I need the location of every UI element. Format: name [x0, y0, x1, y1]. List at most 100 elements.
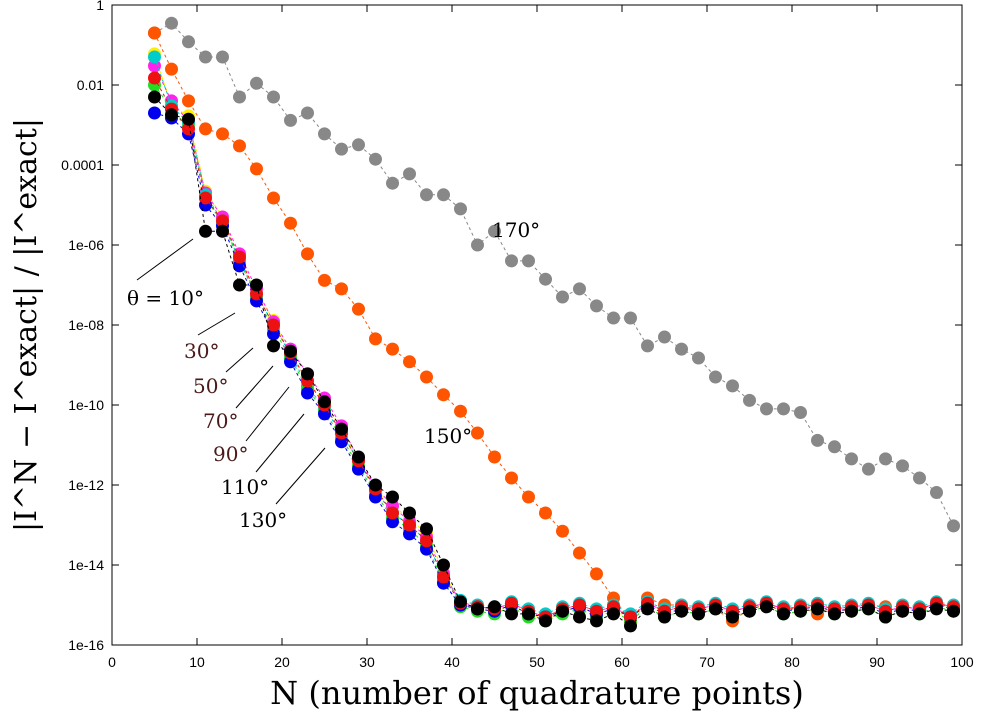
- data-point: [284, 344, 297, 358]
- data-point: [386, 342, 399, 356]
- data-point: [420, 188, 433, 202]
- data-point: [573, 598, 586, 612]
- data-point: [539, 506, 552, 520]
- data-point: [403, 506, 416, 520]
- series-5: [148, 78, 960, 628]
- data-point: [182, 94, 195, 108]
- data-point: [267, 318, 280, 332]
- annot-150: 150°: [424, 424, 472, 448]
- data-point: [811, 433, 824, 447]
- data-point: [369, 332, 382, 346]
- data-point: [301, 386, 314, 400]
- x-tick-label: 10: [189, 654, 205, 670]
- data-point: [658, 330, 671, 344]
- data-point: [879, 610, 892, 624]
- data-point: [199, 122, 212, 136]
- data-point: [318, 127, 331, 141]
- series-layer: [148, 16, 960, 633]
- annot-90: 90°: [213, 442, 248, 466]
- data-point: [386, 506, 399, 520]
- data-point: [556, 290, 569, 304]
- series-line: [154, 96, 954, 627]
- annot-110: 110°: [221, 475, 269, 499]
- data-point: [454, 202, 467, 216]
- data-point: [573, 282, 586, 296]
- data-point: [250, 162, 263, 176]
- data-point: [148, 50, 161, 64]
- data-point: [267, 90, 280, 104]
- x-tick-label: 70: [699, 654, 715, 670]
- x-tick-label: 30: [359, 654, 375, 670]
- data-point: [794, 604, 807, 618]
- data-point: [522, 490, 535, 504]
- data-point: [777, 607, 790, 621]
- x-axis-title: N (number of quadrature points): [270, 674, 804, 712]
- data-point: [760, 402, 773, 416]
- data-point: [488, 450, 501, 464]
- data-point: [658, 610, 671, 624]
- data-point: [743, 393, 756, 407]
- data-point: [437, 558, 450, 572]
- data-point: [165, 16, 178, 30]
- data-point: [573, 546, 586, 560]
- data-point: [675, 604, 688, 618]
- data-point: [505, 607, 518, 621]
- data-point: [182, 112, 195, 126]
- data-point: [352, 138, 365, 152]
- data-point: [369, 152, 382, 166]
- data-point: [590, 299, 603, 313]
- annot-line-90: [245, 386, 290, 442]
- data-point: [930, 486, 943, 499]
- data-point: [947, 604, 960, 618]
- data-point: [318, 273, 331, 287]
- series-6: [148, 106, 960, 624]
- y-tick-label: 0.0001: [61, 157, 104, 173]
- y-tick-label: 0.01: [77, 77, 104, 93]
- data-point: [420, 370, 433, 384]
- data-point: [165, 62, 178, 76]
- data-point: [182, 122, 195, 136]
- data-point: [879, 452, 892, 466]
- data-point: [743, 604, 756, 618]
- data-point: [862, 462, 875, 476]
- annot-line-50: [225, 347, 254, 373]
- data-point: [352, 302, 365, 316]
- data-point: [216, 50, 229, 64]
- data-point: [896, 459, 909, 473]
- data-point: [845, 604, 858, 618]
- data-point: [556, 524, 569, 538]
- data-point: [335, 142, 348, 156]
- data-point: [930, 602, 943, 616]
- data-point: [437, 388, 450, 402]
- data-point: [913, 607, 926, 621]
- y-tick-label: 1e-08: [68, 317, 104, 333]
- data-point: [437, 570, 450, 584]
- data-point: [352, 450, 365, 464]
- data-point: [709, 602, 722, 616]
- y-axis-title: |I^N − I^exact| / |I^exact|: [9, 118, 44, 532]
- data-point: [641, 602, 654, 616]
- x-axis: 0 10 20 30 40 50 60 70 80 90 100: [108, 5, 974, 670]
- data-point: [862, 602, 875, 616]
- annot-line-10: [136, 238, 194, 281]
- data-point: [199, 50, 212, 64]
- data-point: [505, 254, 518, 268]
- data-point: [267, 191, 280, 205]
- data-point: [250, 278, 263, 292]
- data-point: [403, 167, 416, 181]
- data-point: [726, 610, 739, 624]
- data-point: [539, 614, 552, 628]
- data-point: [233, 250, 246, 264]
- data-point: [369, 478, 382, 492]
- data-point: [233, 259, 246, 273]
- data-point: [913, 471, 926, 485]
- data-point: [335, 282, 348, 296]
- annot-10: θ = 10°: [127, 286, 204, 310]
- data-point: [318, 395, 331, 409]
- y-axis: 1 0.01 0.0001 1e-06 1e-08 1e-10 1e-12 1e-14 1e-1…: [61, 0, 962, 653]
- annot-30: 30°: [184, 339, 219, 363]
- series-8: [148, 90, 960, 633]
- annot-170: 170°: [492, 218, 540, 242]
- data-point: [471, 238, 484, 252]
